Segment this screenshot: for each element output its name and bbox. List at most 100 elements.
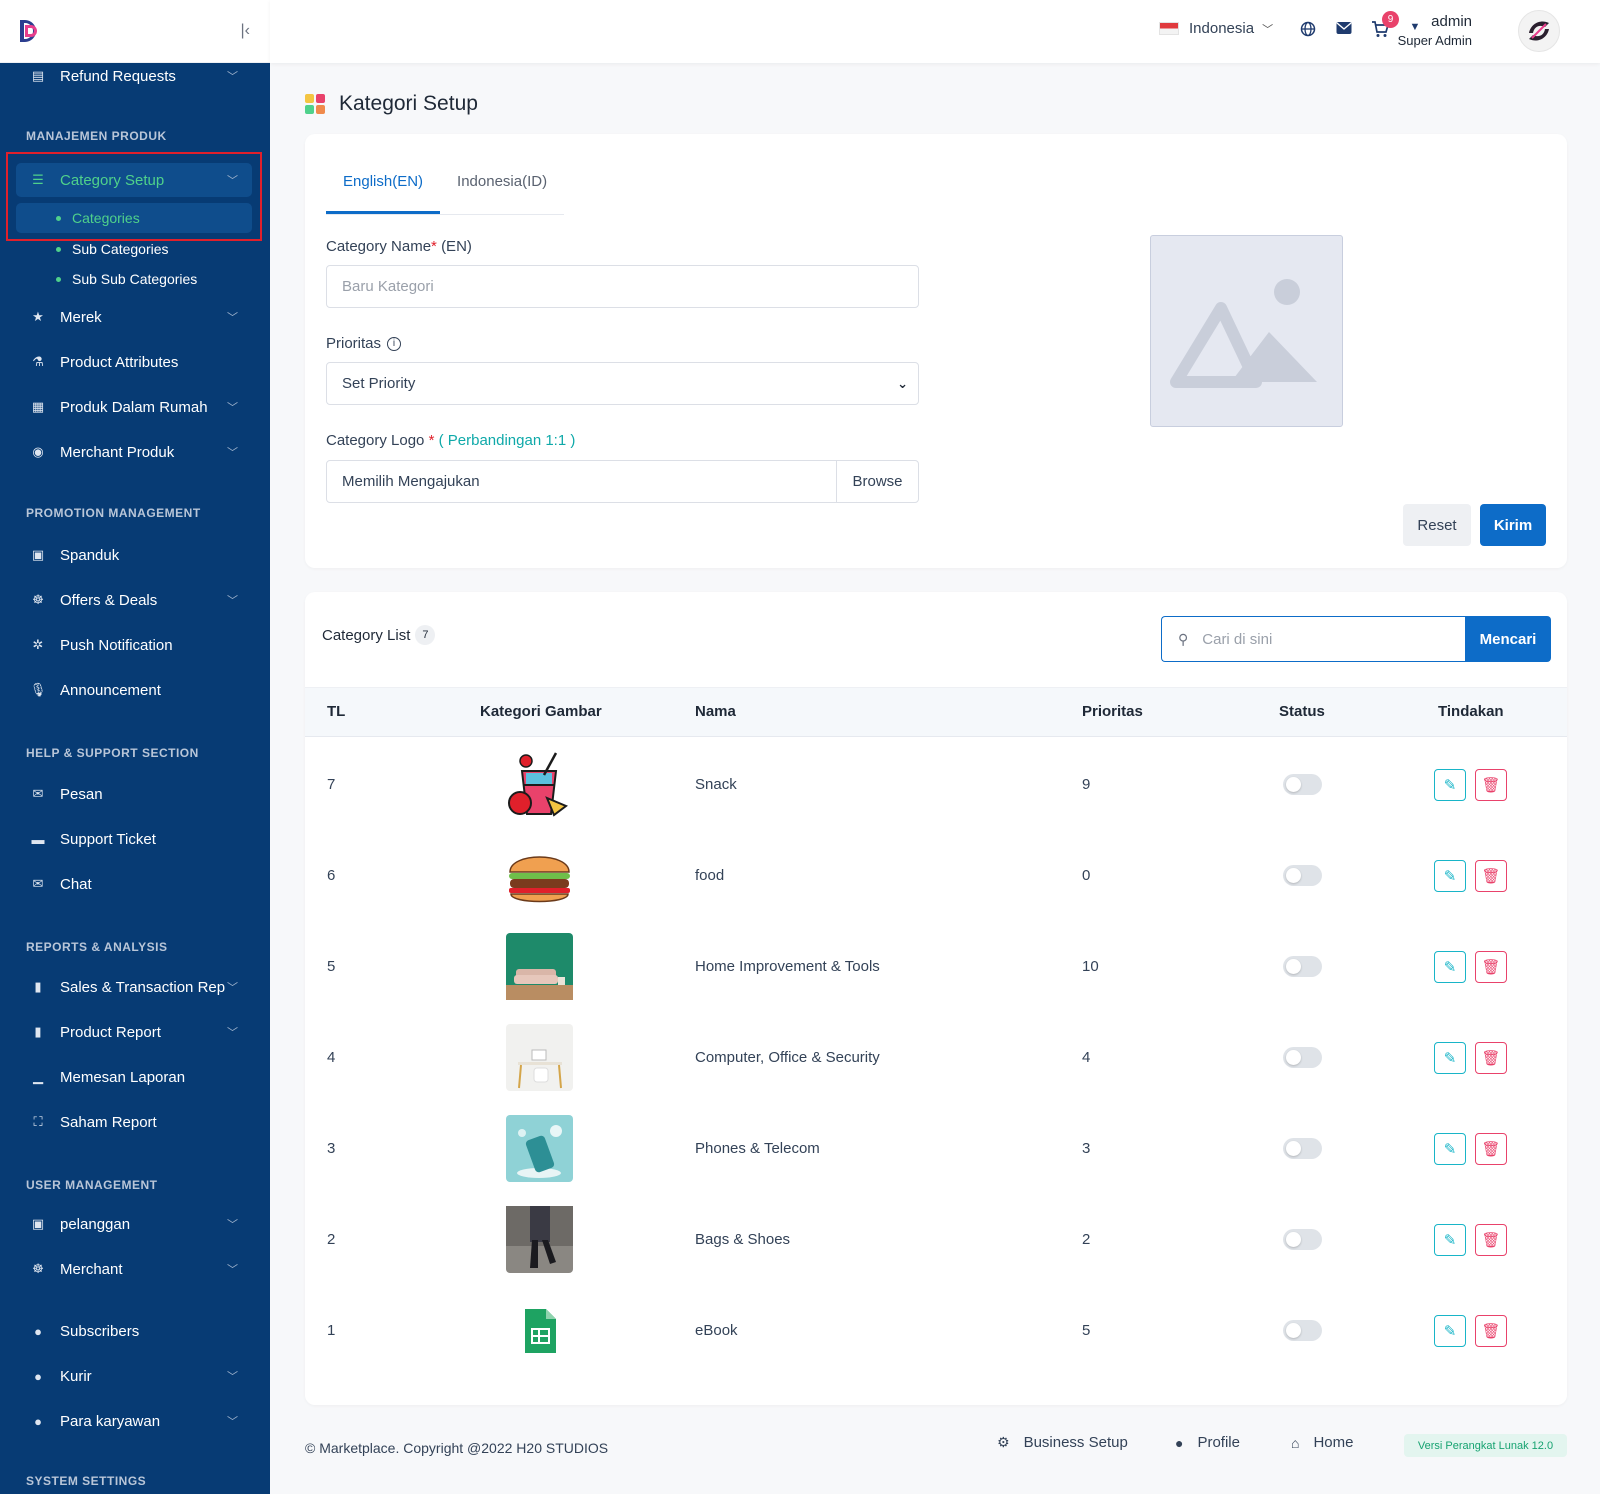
footer-link-profile[interactable]: ● Profile xyxy=(1175,1434,1240,1451)
delete-button[interactable]: 🗑 xyxy=(1475,1315,1507,1347)
sidebar-item-label: Product Report xyxy=(60,1023,161,1041)
chevron-down-icon: ﹀ xyxy=(227,1416,238,1428)
language-selector[interactable]: Indonesia ﹀ xyxy=(1159,20,1273,37)
edit-button[interactable]: ✎ xyxy=(1434,769,1466,801)
pencil-icon: ✎ xyxy=(1443,1141,1457,1158)
reset-button[interactable]: Reset xyxy=(1403,504,1471,546)
sidebar-subitem-label: Categories xyxy=(72,210,140,226)
edit-button[interactable]: ✎ xyxy=(1434,860,1466,892)
tab-english[interactable]: English(EN) xyxy=(326,170,441,214)
sidebar-item-sales-report[interactable]: ▮ Sales & Transaction Rep ﹀ xyxy=(0,967,270,1007)
sidebar-item-support-ticket[interactable]: ▬ Support Ticket xyxy=(0,819,270,859)
section-promotion: PROMOTION MANAGEMENT xyxy=(26,506,201,520)
cell-name: food xyxy=(695,867,725,884)
sidebar-item-para-karyawan[interactable]: ● Para karyawan ﹀ xyxy=(0,1401,270,1441)
user-name: admin xyxy=(1431,13,1472,30)
delete-button[interactable]: 🗑 xyxy=(1475,951,1507,983)
submit-button[interactable]: Kirim xyxy=(1480,504,1546,546)
sidebar-item-label: Produk Dalam Rumah xyxy=(60,398,208,416)
star-icon: ★ xyxy=(32,309,44,324)
chevron-down-icon: ﹀ xyxy=(227,402,238,414)
sidebar-item-announcement[interactable]: 🎙 Announcement xyxy=(0,670,270,710)
sidebar-item-label: Refund Requests xyxy=(60,67,176,85)
trash-icon: 🗑 xyxy=(1481,1141,1501,1158)
status-toggle[interactable] xyxy=(1283,956,1322,977)
sidebar-item-saham-report[interactable]: ⛶ Saham Report xyxy=(0,1102,270,1142)
user-info[interactable]: admin Super Admin xyxy=(1398,13,1472,48)
indonesia-flag-icon xyxy=(1159,22,1179,35)
cell-priority: 2 xyxy=(1082,1231,1091,1248)
footer-link-business-setup[interactable]: ⚙ Business Setup xyxy=(997,1434,1128,1451)
sidebar-subitem-sub-sub-categories[interactable]: Sub Sub Categories xyxy=(16,264,252,294)
sidebar-item-spanduk[interactable]: ▣ Spanduk xyxy=(0,535,270,575)
sidebar-item-subscribers[interactable]: ● Subscribers xyxy=(0,1311,270,1351)
sidebar-item-pelanggan[interactable]: ▣ pelanggan ﹀ xyxy=(0,1204,270,1244)
sidebar-item-product-attributes[interactable]: ⚗ Product Attributes xyxy=(0,342,270,382)
sidebar-item-push-notification[interactable]: ✲ Push Notification xyxy=(0,625,270,665)
search-input[interactable]: ⚲ Cari di sini xyxy=(1161,616,1465,662)
sidebar-item-pesan[interactable]: ✉ Pesan xyxy=(0,774,270,814)
delete-button[interactable]: 🗑 xyxy=(1475,769,1507,801)
caret-down-icon[interactable]: ▼ xyxy=(1409,21,1421,33)
section-reports: REPORTS & ANALYSIS xyxy=(26,940,168,954)
logo[interactable] xyxy=(20,20,42,42)
attributes-icon: ⚗ xyxy=(32,354,44,369)
sidebar-item-category-setup[interactable]: ☰ Category Setup ﹀ xyxy=(0,160,270,200)
highlight-box xyxy=(6,152,262,241)
microphone-icon: 🎙 xyxy=(29,682,47,697)
status-toggle[interactable] xyxy=(1283,1047,1322,1068)
sidebar-item-label: Sales & Transaction Rep xyxy=(60,978,226,996)
status-toggle[interactable] xyxy=(1283,1229,1322,1250)
status-toggle[interactable] xyxy=(1283,774,1322,795)
delete-button[interactable]: 🗑 xyxy=(1475,1042,1507,1074)
edit-button[interactable]: ✎ xyxy=(1434,1133,1466,1165)
bar-chart-icon: ▮ xyxy=(34,1024,42,1039)
status-toggle[interactable] xyxy=(1283,865,1322,886)
edit-button[interactable]: ✎ xyxy=(1434,1042,1466,1074)
globe-icon[interactable] xyxy=(1298,21,1318,41)
expand-icon: ⛶ xyxy=(33,1114,43,1129)
info-icon[interactable]: i xyxy=(387,336,402,351)
delete-button[interactable]: 🗑 xyxy=(1475,860,1507,892)
sidebar-item-refund-requests[interactable]: ▤ Refund Requests ﹀ xyxy=(0,56,270,96)
status-toggle[interactable] xyxy=(1283,1320,1322,1341)
delete-button[interactable]: 🗑 xyxy=(1475,1224,1507,1256)
sidebar-item-merchant-produk[interactable]: ◉ Merchant Produk ﹀ xyxy=(0,432,270,472)
sidebar-item-merchant[interactable]: ☸ Merchant ﹀ xyxy=(0,1249,270,1289)
sidebar-item-offers-deals[interactable]: ☸ Offers & Deals ﹀ xyxy=(0,580,270,620)
sidebar-item-produk-dalam-rumah[interactable]: ▦ Produk Dalam Rumah ﹀ xyxy=(0,387,270,427)
sidebar-item-kurir[interactable]: ● Kurir ﹀ xyxy=(0,1356,270,1396)
language-tabs: English(EN) Indonesia(ID) xyxy=(326,170,565,215)
sidebar-item-merek[interactable]: ★ Merek ﹀ xyxy=(0,297,270,337)
priority-select[interactable]: Set Priority ⌄ xyxy=(326,362,919,405)
mail-icon[interactable] xyxy=(1334,21,1354,41)
file-input-text: Memilih Mengajukan xyxy=(342,473,480,490)
collapse-sidebar-icon[interactable]: |‹ xyxy=(240,22,250,39)
sidebar-item-chat[interactable]: ✉ Chat xyxy=(0,864,270,904)
page-title-text: Kategori Setup xyxy=(339,92,478,115)
pencil-icon: ✎ xyxy=(1443,1323,1457,1340)
sidebar-item-memesan-laporan[interactable]: ▁ Memesan Laporan xyxy=(0,1057,270,1097)
sidebar-item-product-report[interactable]: ▮ Product Report ﹀ xyxy=(0,1012,270,1052)
avatar[interactable] xyxy=(1518,10,1560,52)
edit-button[interactable]: ✎ xyxy=(1434,1224,1466,1256)
delete-button[interactable]: 🗑 xyxy=(1475,1133,1507,1165)
status-toggle[interactable] xyxy=(1283,1138,1322,1159)
file-input[interactable]: Memilih Mengajukan Browse xyxy=(326,460,919,503)
copyright-text: © Marketplace. Copyright @2022 H20 STUDI… xyxy=(305,1440,609,1456)
edit-button[interactable]: ✎ xyxy=(1434,1315,1466,1347)
chevron-down-icon: ﹀ xyxy=(1262,23,1274,36)
category-name-input[interactable]: Baru Kategori xyxy=(326,265,919,308)
tab-indonesia[interactable]: Indonesia(ID) xyxy=(457,173,548,190)
browse-button[interactable]: Browse xyxy=(836,461,918,502)
label-text: Category Logo xyxy=(326,432,425,449)
search-button[interactable]: Mencari xyxy=(1465,616,1551,662)
footer-link-home[interactable]: ⌂ Home xyxy=(1291,1434,1353,1451)
cell-id: 1 xyxy=(327,1322,336,1339)
section-users: USER MANAGEMENT xyxy=(26,1178,158,1192)
sidebar-subitem-categories[interactable]: Categories xyxy=(16,203,252,233)
sidebar-subitem-sub-categories[interactable]: Sub Categories xyxy=(16,234,252,264)
sidebar-item-label: Spanduk xyxy=(60,546,120,564)
shoes-photo xyxy=(506,1206,573,1273)
edit-button[interactable]: ✎ xyxy=(1434,951,1466,983)
